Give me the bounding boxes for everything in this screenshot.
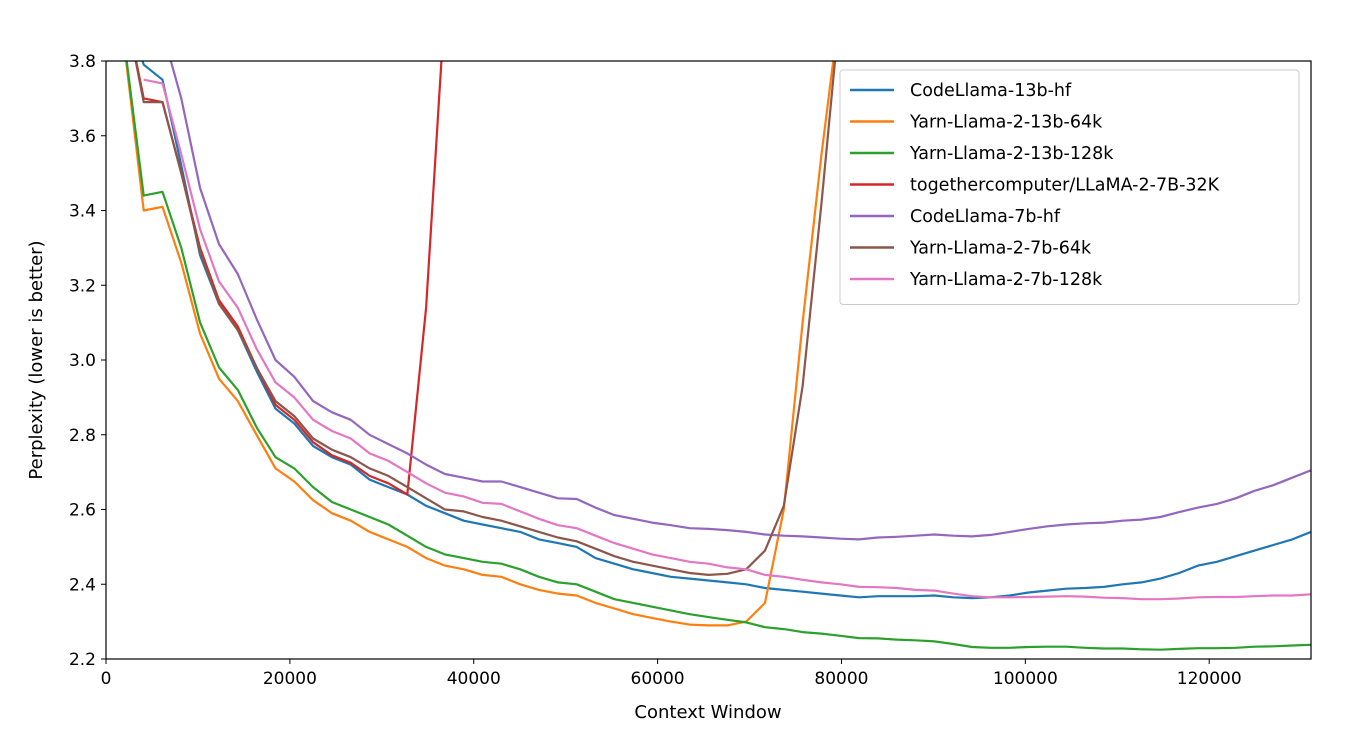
legend-label: Yarn-Llama-2-13b-64k bbox=[909, 113, 1103, 133]
legend-label: Yarn-Llama-2-7b-64k bbox=[909, 239, 1092, 259]
legend-box bbox=[839, 69, 1300, 305]
y-axis: 2.2 2.4 2.6 2.8 3.0 3.2 3.4 3.6 3.8 bbox=[69, 52, 106, 670]
y-axis-title: Perplexity (lower is better) bbox=[26, 240, 47, 479]
series-line-7 bbox=[143, 78, 1311, 601]
y-tick-label: 2.4 bbox=[69, 575, 96, 595]
y-tick-label: 2.8 bbox=[69, 426, 96, 446]
series-line-2 bbox=[125, 61, 835, 627]
series-line-6 bbox=[134, 61, 837, 576]
x-tick-label: 120000 bbox=[1177, 669, 1242, 689]
y-tick-label: 3.4 bbox=[69, 202, 96, 222]
y-tick-label: 2.2 bbox=[69, 650, 96, 670]
series-line-5 bbox=[169, 61, 1311, 541]
y-tick-label: 3.2 bbox=[69, 276, 96, 296]
y-tick-label: 3.0 bbox=[69, 351, 96, 371]
x-tick-label: 20000 bbox=[263, 669, 317, 689]
legend-label: CodeLlama-7b-hf bbox=[910, 207, 1061, 227]
x-tick-label: 0 bbox=[101, 669, 112, 689]
legend-label: Yarn-Llama-2-7b-128k bbox=[909, 270, 1103, 290]
x-axis: 0 20000 40000 60000 80000 100000 120000 bbox=[101, 659, 1242, 689]
series-line-3 bbox=[125, 61, 1311, 651]
legend-label: togethercomputer/LLaMA-2-7B-32K bbox=[910, 176, 1220, 196]
x-tick-label: 60000 bbox=[631, 669, 685, 689]
legend: CodeLlama-13b-hf Yarn-Llama-2-13b-64k Yarn… bbox=[839, 69, 1300, 305]
x-axis-title: Context Window bbox=[634, 702, 781, 723]
series-line-1 bbox=[141, 61, 1311, 600]
y-tick-label: 3.6 bbox=[69, 127, 96, 147]
y-tick-label: 3.8 bbox=[69, 52, 96, 72]
y-tick-label: 2.6 bbox=[69, 501, 96, 521]
legend-label: Yarn-Llama-2-13b-128k bbox=[909, 144, 1114, 164]
legend-label: CodeLlama-13b-hf bbox=[910, 81, 1072, 101]
x-tick-label: 80000 bbox=[814, 669, 868, 689]
x-tick-label: 100000 bbox=[993, 669, 1058, 689]
x-tick-label: 40000 bbox=[447, 669, 501, 689]
series-layer bbox=[125, 61, 1311, 651]
